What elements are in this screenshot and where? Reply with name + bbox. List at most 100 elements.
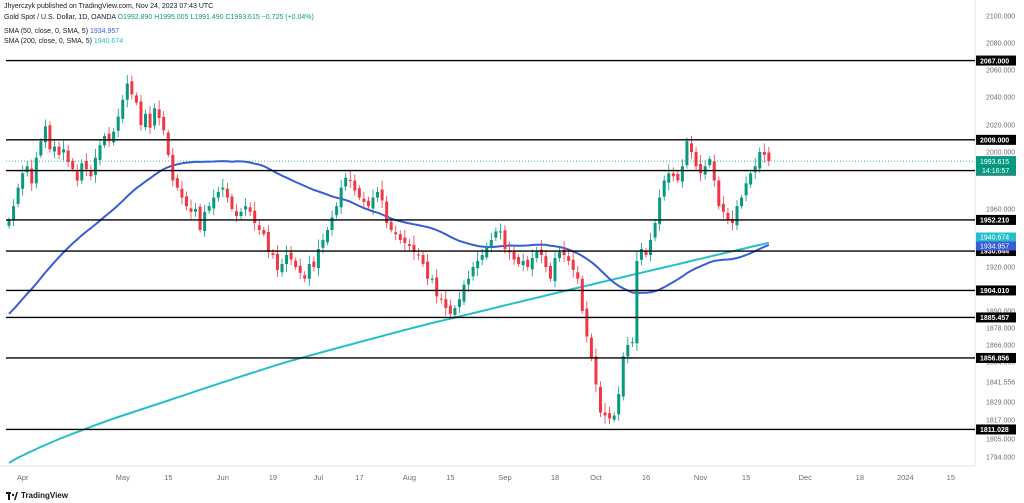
candle (608, 406, 612, 425)
candle-body (53, 146, 56, 152)
sma200-legend[interactable]: SMA (200, close, 0, SMA, 5) 1940.674 (4, 38, 123, 45)
tradingview-brand[interactable]: TradingView (6, 491, 68, 500)
low-value: L1991.490 (190, 14, 224, 21)
candle-body (194, 209, 198, 212)
candle (235, 204, 238, 222)
y-tick-label: 2080.000 (986, 41, 1015, 48)
x-tick-label: Apr (17, 473, 29, 482)
level-tag-label: 1904.010 (980, 288, 1009, 295)
tradingview-logo-icon (6, 491, 18, 500)
level-tag (976, 424, 1016, 435)
candle-body (57, 146, 61, 155)
candle (667, 164, 671, 191)
candle-body (139, 101, 143, 125)
x-tick-label: Nov (694, 473, 708, 482)
candle (121, 94, 125, 124)
candle-body (612, 415, 616, 420)
candle (749, 169, 753, 188)
candle (366, 196, 370, 210)
candle-body (430, 278, 434, 280)
candle-body (12, 206, 16, 221)
candle (43, 119, 47, 148)
sma-tag-label: 1940.674 (980, 235, 1009, 242)
candle (435, 269, 439, 304)
candle (385, 195, 389, 229)
candle (407, 238, 411, 251)
candle-body (407, 244, 411, 246)
candle (221, 178, 225, 198)
candle (762, 143, 766, 163)
candle (417, 248, 420, 261)
candle (189, 199, 193, 220)
candle-body (380, 189, 384, 201)
candle-body (71, 160, 75, 170)
candle-body (576, 272, 580, 279)
candle (535, 246, 539, 263)
candle-body (344, 177, 348, 187)
candle (162, 111, 166, 136)
candle (744, 176, 748, 202)
candle-body (89, 170, 93, 177)
candle (84, 153, 88, 176)
candle-body (80, 163, 84, 181)
candle (462, 280, 466, 306)
candle-body (171, 154, 175, 181)
candle (394, 225, 398, 241)
y-tick-label: 1890.000 (986, 309, 1015, 316)
candle (239, 207, 243, 220)
level-tag (976, 55, 1016, 66)
y-tick-label: 2060.000 (986, 68, 1015, 75)
candle-body (98, 145, 102, 160)
y-tick-label: 1920.000 (986, 265, 1015, 272)
candle-body (603, 412, 607, 416)
x-tick-label: Aug (403, 473, 416, 482)
y-tick-label: 2020.000 (986, 123, 1015, 130)
candle (626, 337, 630, 364)
candle-body (162, 116, 166, 131)
level-tag (976, 246, 1016, 257)
candle-body (498, 231, 502, 233)
candle-body (298, 265, 302, 273)
x-tick-label: 19 (269, 473, 277, 482)
candle (676, 170, 680, 184)
candle (553, 250, 557, 288)
candle (644, 248, 648, 258)
candle (203, 204, 207, 237)
sma50-legend[interactable]: SMA (50, close, 0, SMA, 5) 1934.957 (4, 28, 119, 35)
candle-body (708, 159, 712, 166)
candle (639, 242, 643, 266)
candle-body (758, 152, 762, 169)
sma50-label: SMA (50, close, 0, SMA, 5) (4, 28, 89, 35)
sma200-line (8, 241, 770, 464)
candle (403, 229, 407, 251)
candle-body (649, 240, 653, 255)
candle-body (730, 219, 734, 223)
candle-body (480, 255, 484, 260)
candle (184, 191, 188, 211)
candle-body (75, 171, 79, 181)
candle (257, 219, 261, 236)
last-price-label: 1993.615 (980, 159, 1009, 166)
candle-body (671, 173, 675, 177)
candle-body (189, 208, 193, 212)
x-tick-label: Oct (590, 473, 603, 482)
candle-body (203, 211, 207, 232)
countdown-label: 14:16:57 (982, 168, 1009, 175)
candle-body (321, 240, 325, 248)
level-tag (976, 312, 1016, 323)
candle (448, 299, 452, 319)
candle-body (658, 197, 662, 225)
x-tick-label: 15 (164, 473, 172, 482)
candle-body (435, 277, 439, 297)
candle (225, 182, 229, 203)
candle-body (421, 255, 425, 264)
candle (558, 247, 562, 262)
sma50-value: 1934.957 (89, 28, 120, 35)
candle (398, 230, 402, 244)
candle-body (125, 83, 129, 100)
close-value: C1993.615 (225, 14, 260, 21)
candle (125, 74, 129, 108)
candle-body (212, 197, 216, 209)
candle-body (699, 163, 703, 174)
